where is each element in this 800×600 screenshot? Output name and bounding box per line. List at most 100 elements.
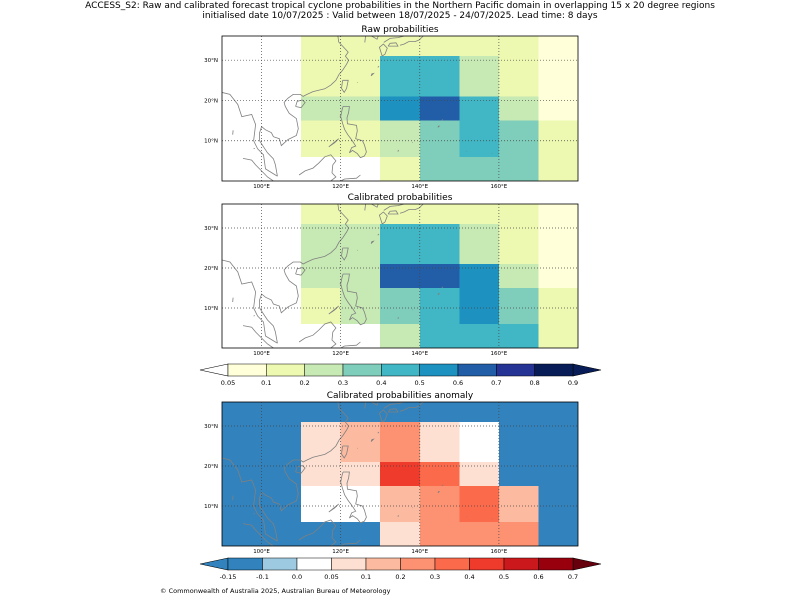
heatmap-cell — [538, 422, 578, 462]
coastline — [441, 119, 444, 121]
map-panel-3: Calibrated probabilities anomaly 100°E 120… — [204, 391, 579, 555]
colorbar-tick-label: 0.2 — [299, 379, 309, 387]
coastline — [371, 204, 379, 208]
lon-tick-label: 120°E — [332, 549, 349, 555]
lon-tick-label: 140°E — [411, 351, 428, 357]
heatmap-cell — [380, 522, 420, 546]
heatmap-cell — [419, 462, 460, 486]
heatmap-cell — [419, 224, 460, 264]
colorbar-tick-label: 0.05 — [324, 573, 338, 581]
heatmap-cell — [538, 96, 578, 121]
heatmap-cell — [498, 120, 539, 157]
coastline — [242, 158, 274, 181]
lon-tick-label: 100°E — [253, 549, 270, 555]
panel-content — [222, 204, 578, 348]
coastline — [295, 99, 306, 109]
colorbar-tick-label: 0.5 — [414, 379, 424, 387]
heatmap-cell — [301, 462, 341, 486]
lat-tick-label: 30°N — [204, 58, 218, 64]
lon-tick-label: 120°E — [332, 184, 349, 190]
heatmap-cell — [419, 422, 460, 462]
heatmap-cell — [538, 36, 578, 57]
heatmap-cell — [340, 120, 381, 157]
anomaly-colorbar: -0.15 -0.1 0.0 0.05 0.1 0.2 0.3 0.4 0.5 0.6 0.7 — [199, 557, 602, 581]
coastline — [341, 247, 349, 261]
colorbar-tick-label: -0.1 — [256, 573, 269, 581]
heatmap-cell — [380, 156, 420, 181]
copyright-footer: © Commonwealth of Australia 2025, Austra… — [160, 587, 391, 595]
heatmap-cell — [301, 486, 341, 522]
heatmap-cell — [538, 120, 578, 157]
heatmap-cell — [459, 120, 499, 157]
coastline — [437, 491, 441, 494]
heatmap-cell — [538, 522, 578, 546]
panel-frame — [221, 35, 579, 182]
colorbar-segment — [331, 557, 367, 571]
heatmap-cell — [538, 402, 578, 422]
coastline — [377, 65, 380, 68]
colorbar-tick-label: 0.7 — [568, 573, 578, 581]
heatmap-cell — [301, 120, 341, 157]
heatmap-cell — [340, 96, 381, 121]
lon-tick-label: 160°E — [491, 184, 508, 190]
colorbar-segment — [400, 557, 436, 571]
colorbar-segment — [538, 557, 574, 571]
map-panel-2: Calibrated probabilities 100°E 120°E 140°E 1… — [204, 193, 579, 357]
coastline — [441, 286, 444, 289]
colorbar-segment — [381, 363, 420, 377]
heatmap-cell — [419, 156, 460, 181]
colorbar-extend-low — [199, 363, 229, 377]
heatmap-cell — [301, 96, 341, 121]
colorbar-tick-label: -0.15 — [220, 573, 237, 581]
heatmap-cell — [538, 224, 578, 264]
heatmap-cell — [538, 264, 578, 288]
colorbar-tick-label: 0.8 — [529, 379, 539, 387]
heatmap-cell — [301, 264, 341, 288]
coastline — [370, 438, 375, 442]
panel-frame — [221, 203, 579, 349]
heatmap-cell — [340, 224, 381, 264]
colorbar-tick-label: 0.3 — [338, 379, 348, 387]
coastline — [339, 115, 342, 117]
colorbar-segment — [342, 363, 382, 377]
lon-tick-label: 100°E — [253, 184, 270, 190]
heatmap-cell — [459, 224, 499, 264]
colorbar-segment — [266, 363, 305, 377]
coastline — [340, 174, 361, 181]
coastline — [377, 233, 380, 236]
lat-tick-label: 10°N — [204, 306, 218, 312]
coastline — [222, 259, 278, 344]
colorbar-segment — [457, 363, 497, 377]
coastline — [383, 402, 405, 409]
heatmap-cell — [538, 486, 578, 522]
coastline — [222, 457, 278, 542]
colorbar-segment — [419, 363, 459, 377]
heatmap-cell — [380, 56, 420, 97]
colorbar-segment — [227, 557, 263, 571]
coastline — [387, 408, 399, 413]
lon-tick-label: 100°E — [253, 351, 270, 357]
heatmap-cell — [459, 486, 499, 522]
colorbar-segment — [503, 557, 539, 571]
heatmap-cell — [301, 422, 341, 462]
colorbar-tick-label: 0.3 — [430, 573, 440, 581]
coastline — [378, 43, 388, 57]
map-panel-1: Raw probabilities 100°E 120°E 140°E 160°E 10°… — [204, 25, 579, 190]
lat-tick-label: 20°N — [204, 98, 218, 104]
heatmap-cell — [538, 288, 578, 324]
heatmap-cell — [498, 422, 539, 462]
coastline — [295, 267, 306, 276]
coastline — [341, 79, 349, 94]
heatmap-cell — [380, 224, 420, 264]
heatmap-cell — [459, 422, 499, 462]
coastline — [371, 402, 379, 406]
colorbar-tick-label: 0.2 — [395, 573, 405, 581]
colorbar-segment — [469, 557, 505, 571]
coastline — [298, 321, 337, 348]
coastline — [222, 92, 278, 177]
colorbar-extend-high — [572, 557, 602, 571]
colorbar-extend-low — [199, 557, 229, 571]
colorbar-tick-label: 0.6 — [453, 379, 463, 387]
heatmap-cell — [380, 324, 420, 348]
heatmap-cell — [419, 288, 460, 324]
